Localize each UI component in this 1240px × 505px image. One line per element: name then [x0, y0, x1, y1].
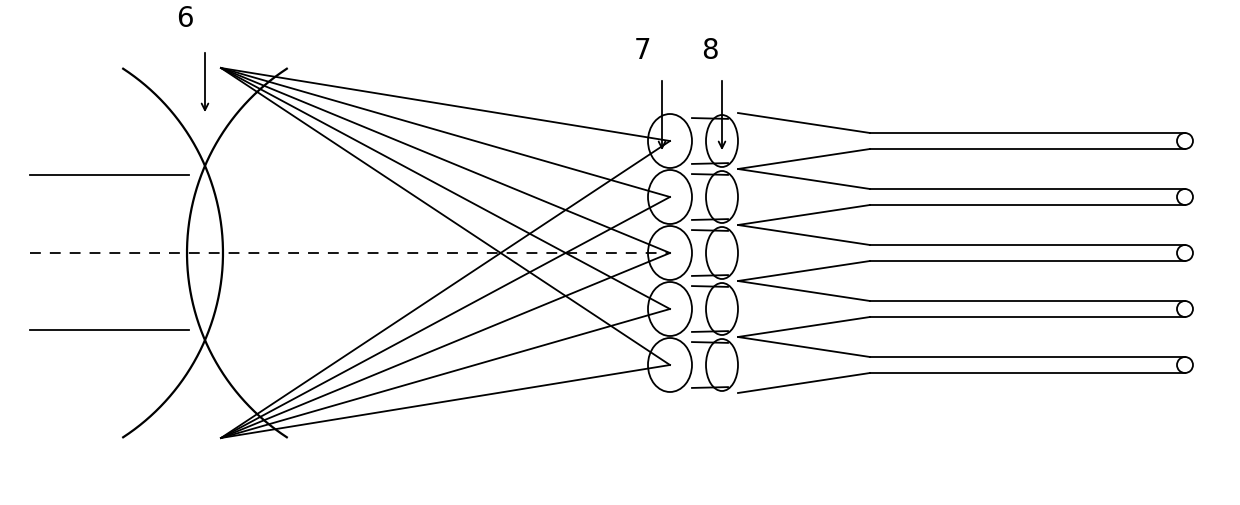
Text: 8: 8 — [701, 37, 719, 65]
Text: 6: 6 — [176, 5, 193, 33]
Text: 7: 7 — [634, 37, 652, 65]
